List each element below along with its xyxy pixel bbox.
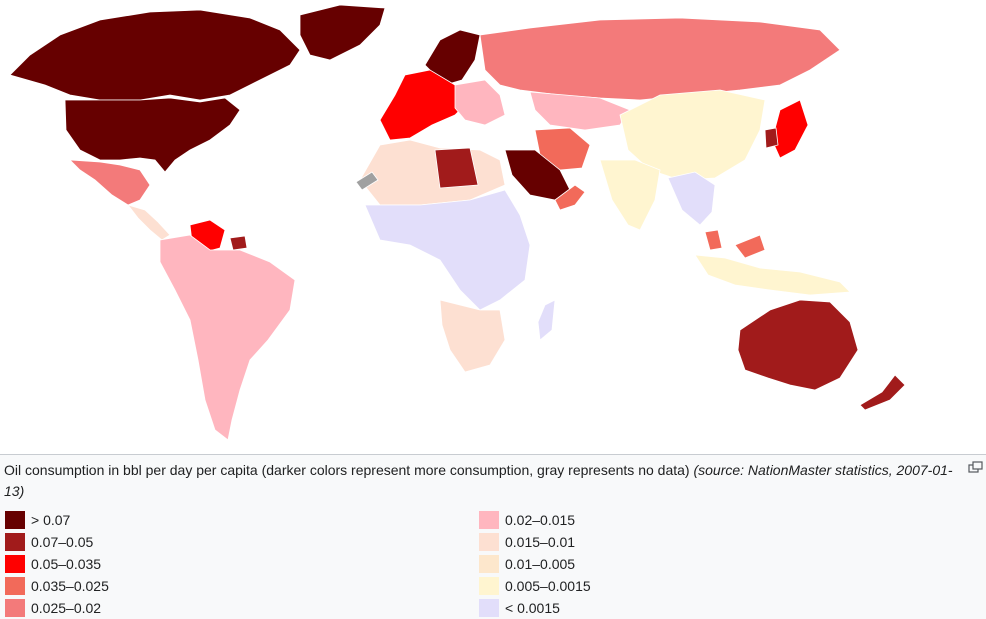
region-southeast-asia (667, 171, 716, 226)
legend-swatch (5, 577, 25, 595)
region-india (599, 159, 661, 231)
legend-label: 0.005–0.0015 (505, 578, 591, 594)
region-yemen-oman (554, 184, 586, 211)
legend-swatch (5, 555, 25, 573)
legend-label: 0.05–0.035 (31, 556, 102, 572)
legend-label: 0.025–0.02 (31, 600, 102, 616)
region-western-sahara (355, 171, 379, 191)
legend-swatch (479, 533, 499, 551)
region-west-central-africa (364, 189, 531, 311)
region-libya (434, 147, 479, 189)
legend-item: 0.015–0.01 (479, 532, 575, 552)
enlarge-icon[interactable] (968, 461, 983, 473)
region-australia (737, 299, 859, 391)
world-map-svg (9, 4, 906, 441)
caption-source: (source: NationMaster statistics, 2007-0… (4, 462, 953, 499)
region-north-africa (359, 139, 506, 206)
legend-swatch (479, 555, 499, 573)
legend-item: < 0.0015 (479, 598, 560, 618)
region-canada (9, 9, 301, 101)
region-russia (479, 17, 841, 101)
region-guyana (229, 235, 248, 251)
region-malaysia (704, 229, 766, 259)
region-japan (771, 99, 809, 159)
legend-label: 0.07–0.05 (31, 534, 94, 550)
legend-item: 0.07–0.05 (5, 532, 93, 552)
region-southern-africa (439, 299, 506, 373)
legend-label: > 0.07 (31, 512, 71, 528)
legend-label: 0.035–0.025 (31, 578, 109, 594)
world-map[interactable] (0, 0, 986, 454)
legend-item: 0.01–0.005 (479, 554, 575, 574)
legend-swatch (5, 533, 25, 551)
region-korea (764, 127, 779, 149)
legend-item: 0.025–0.02 (5, 598, 101, 618)
region-kazakhstan (529, 91, 631, 131)
legend-label: 0.02–0.015 (505, 512, 576, 528)
region-south-america (159, 234, 296, 441)
region-usa (64, 97, 241, 173)
region-greenland (299, 4, 386, 61)
legend-item: > 0.07 (5, 510, 70, 530)
legend-item: 0.005–0.0015 (479, 576, 591, 596)
legend-label: 0.01–0.005 (505, 556, 576, 572)
map-caption: Oil consumption in bbl per day per capit… (0, 454, 986, 619)
legend-label: < 0.0015 (505, 600, 560, 616)
caption-description: Oil consumption in bbl per day per capit… (4, 462, 690, 478)
legend-swatch (479, 577, 499, 595)
region-madagascar (537, 299, 556, 341)
legend-label: 0.015–0.01 (505, 534, 576, 550)
legend-swatch (479, 511, 499, 529)
region-indonesia (694, 254, 851, 296)
region-mexico (68, 159, 151, 206)
legend-item: 0.05–0.035 (5, 554, 101, 574)
legend-item: 0.035–0.025 (5, 576, 109, 596)
legend-swatch (5, 599, 25, 617)
caption-text: Oil consumption in bbl per day per capit… (4, 460, 954, 502)
region-new-zealand (859, 374, 906, 411)
legend-item: 0.02–0.015 (479, 510, 575, 530)
legend-swatch (479, 599, 499, 617)
region-central-america (126, 204, 171, 241)
legend-swatch (5, 511, 25, 529)
region-eastern-europe (454, 79, 506, 126)
